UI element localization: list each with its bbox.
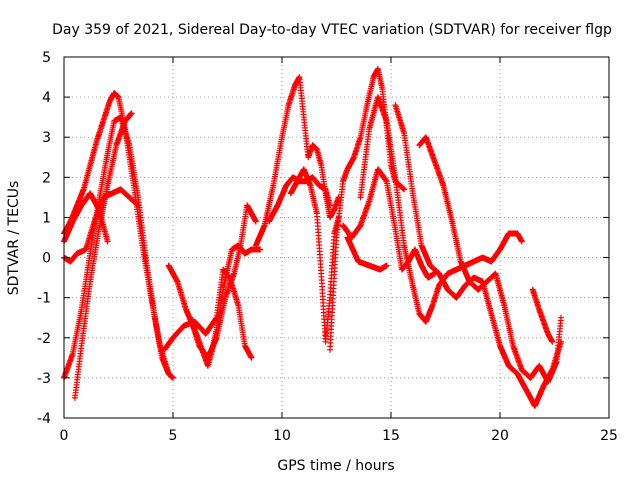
y-tick-label: 2 <box>42 170 51 186</box>
series-markers <box>287 166 342 345</box>
series-track-9 <box>252 74 342 249</box>
series-track-14 <box>344 234 390 273</box>
x-tick-labels: 0 5 10 15 20 25 <box>60 428 618 444</box>
y-tick-label: 1 <box>42 210 51 226</box>
x-tick-label: 0 <box>60 428 69 444</box>
data-series <box>61 66 564 409</box>
series-markers <box>265 174 333 225</box>
series-track-17 <box>416 134 564 385</box>
x-axis-label: GPS time / hours <box>277 458 394 474</box>
series-track-10 <box>265 174 333 225</box>
x-tick-label: 20 <box>491 428 509 444</box>
y-tick-label: 3 <box>42 130 51 146</box>
series-markers <box>529 286 556 345</box>
series-markers <box>252 74 342 249</box>
y-tick-label: 5 <box>42 50 51 66</box>
plot-frame <box>63 56 610 419</box>
series-markers <box>357 94 525 325</box>
y-tick-labels: -4 -3 -2 -1 0 1 2 3 4 5 <box>37 50 51 427</box>
series-track-15 <box>357 94 525 325</box>
series-track-18 <box>529 286 556 345</box>
y-tick-label: -1 <box>37 291 51 307</box>
chart-title: Day 359 of 2021, Sidereal Day-to-day VTE… <box>52 22 612 38</box>
y-tick-label: 4 <box>42 90 51 106</box>
series-track-8 <box>187 202 259 361</box>
x-tick-label: 5 <box>169 428 178 444</box>
series-markers <box>416 134 564 385</box>
series-markers <box>71 110 135 401</box>
series-markers <box>340 166 438 281</box>
series-track-16 <box>392 102 564 409</box>
x-tick-label: 25 <box>600 428 618 444</box>
series-track-13 <box>340 166 438 281</box>
series-track-4 <box>71 110 135 401</box>
series-markers <box>392 102 564 409</box>
series-markers <box>344 234 390 273</box>
axis-ticks <box>63 56 610 419</box>
x-tick-label: 15 <box>382 428 400 444</box>
series-track-11 <box>287 166 342 345</box>
y-axis-label: SDTVAR / TECUs <box>6 181 22 296</box>
x-tick-label: 10 <box>273 428 291 444</box>
y-tick-label: -2 <box>37 331 51 347</box>
y-tick-label: -3 <box>37 371 51 387</box>
series-markers <box>187 202 259 361</box>
y-tick-label: -4 <box>37 411 51 427</box>
y-tick-label: 0 <box>42 251 51 267</box>
